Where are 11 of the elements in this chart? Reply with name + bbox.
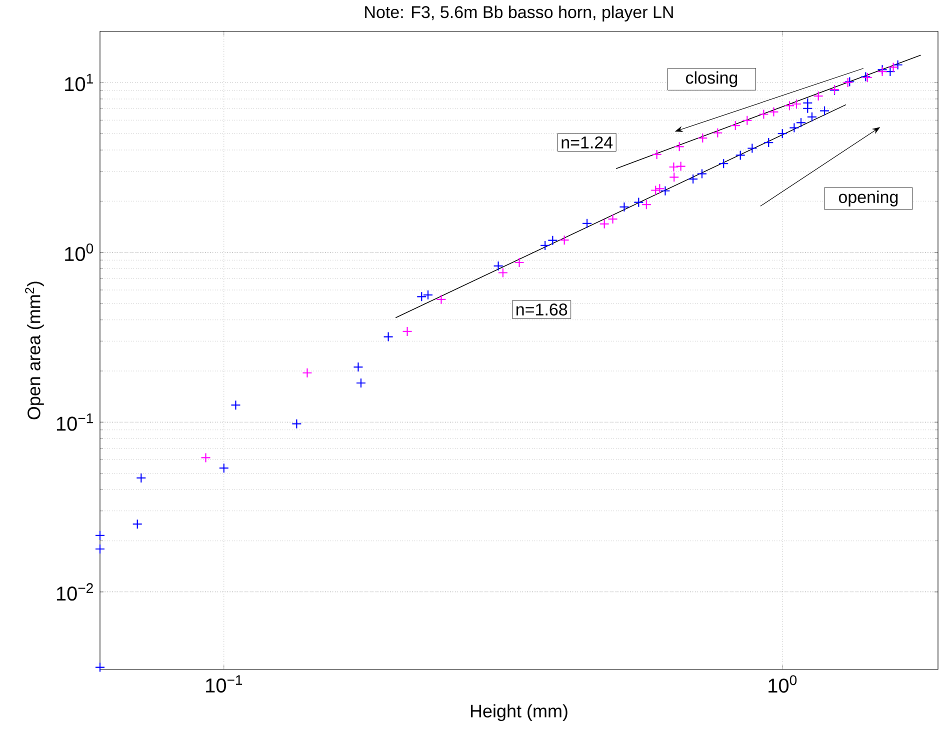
annotation: closing	[686, 71, 738, 87]
x-axis-title: Height (mm)	[470, 704, 568, 721]
y-tick-label: 10$^{1}$	[65, 74, 93, 91]
annotation: n=1.24	[562, 136, 613, 148]
annotation: opening	[838, 190, 898, 206]
y-tick-label: 10$^{−2}$	[56, 583, 93, 600]
y-axis-title: Open area (mm$^{2}$)	[25, 282, 44, 420]
chart-title: Note: F3, 5.6m Bb basso horn, player LN	[365, 5, 673, 22]
annotation: n=1.68	[516, 303, 568, 316]
y-tick-label: 10$^{−1}$	[56, 413, 93, 431]
y-tick-label: 10$^{0}$	[65, 243, 94, 261]
